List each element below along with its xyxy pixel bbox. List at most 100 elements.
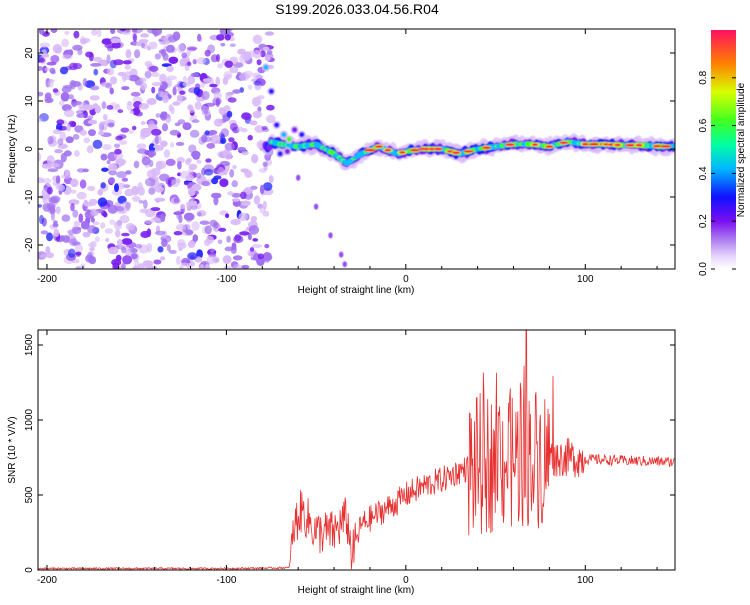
noise-blob [219,178,229,187]
noise-blob [40,230,49,235]
noise-blob [50,195,61,203]
track-early-blob [274,122,280,128]
noise-blob [59,66,69,75]
noise-blob [61,38,69,48]
noise-blob [38,66,44,71]
noise-blob [251,96,262,107]
noise-blob [38,117,43,123]
noise-blob [38,177,45,184]
noise-blob [94,236,100,243]
noise-blob [93,68,99,76]
noise-blob [75,251,82,256]
noise-blob [213,118,223,127]
track-hot-red [409,148,420,152]
noise-blob [114,148,122,155]
noise-blob [70,189,77,194]
noise-blob [86,115,94,120]
noise-blob [266,104,275,111]
noise-blob [150,207,161,212]
noise-blob [94,105,102,114]
noise-blob [50,29,58,34]
noise-blob [204,102,216,107]
noise-blob [264,56,271,62]
noise-blob [144,219,155,224]
noise-blob [201,134,208,143]
noise-blob [52,223,59,228]
noise-blob [209,83,218,88]
noise-blob [226,110,233,118]
noise-blob [126,101,133,111]
noise-blob [125,49,132,59]
noise-blob [204,263,210,269]
figure-title: S199.2026.033.04.56.R04 [275,1,439,17]
noise-blob [138,103,150,110]
noise-blob [251,154,259,164]
noise-blob [256,59,262,66]
noise-blob [47,136,54,145]
noise-blob [60,152,67,163]
noise-blob [108,177,116,184]
noise-blob [72,133,80,140]
noise-blob [176,255,181,265]
noise-blob [138,200,145,204]
noise-blob [76,191,87,200]
noise-blob [173,197,180,203]
noise-blob [232,164,237,170]
noise-blob [70,80,82,87]
x-tick-label: -100 [216,575,236,586]
noise-blob [226,235,231,243]
noise-blob [113,59,124,66]
noise-blob [171,179,180,188]
noise-blob [223,265,232,269]
noise-blob [218,107,226,115]
noise-blob [238,212,248,222]
noise-blob [239,231,250,236]
noise-blob [241,112,252,120]
noise-blob [241,151,249,156]
noise-blob [135,243,143,249]
secondary-track-blob [328,232,333,239]
noise-blob [175,141,185,146]
noise-blob [140,82,148,91]
noise-blob [137,263,145,269]
noise-blob [106,159,111,165]
noise-blob [229,43,236,47]
colorbar-ticks: 0.0 0.2 0.4 0.6 0.8 [698,70,736,276]
noise-blob [121,262,126,269]
x-tick-label: -200 [37,575,57,586]
noise-blob [50,55,60,63]
noise-blob [262,161,268,167]
y-tick-label: 20 [24,47,35,59]
noise-blob [210,192,222,199]
noise-blob [102,144,112,151]
noise-blob [248,84,253,90]
noise-blob [215,97,220,108]
noise-blob [117,109,124,114]
noise-blob [226,29,233,33]
noise-blob [55,47,62,54]
noise-blob [188,163,198,170]
noise-blob [82,77,88,87]
noise-blob [47,168,59,173]
noise-blob [120,127,130,133]
noise-blob [163,149,171,158]
noise-blob [178,265,184,269]
noise-blob [144,70,152,79]
noise-blob [41,178,52,184]
noise-blob [47,79,54,88]
noise-blob [140,127,152,138]
x-tick-label: 0 [403,575,409,586]
noise-blob [109,87,114,95]
noise-blob [90,63,102,67]
noise-blob [257,253,265,260]
noise-blob [215,76,220,86]
noise-blob [79,129,88,136]
noise-blob [107,204,118,214]
noise-blob [239,72,250,81]
noise-blob [71,121,77,127]
noise-blob [173,231,183,236]
noise-blob [254,125,265,133]
noise-blob [151,167,161,177]
noise-blob [55,123,63,132]
